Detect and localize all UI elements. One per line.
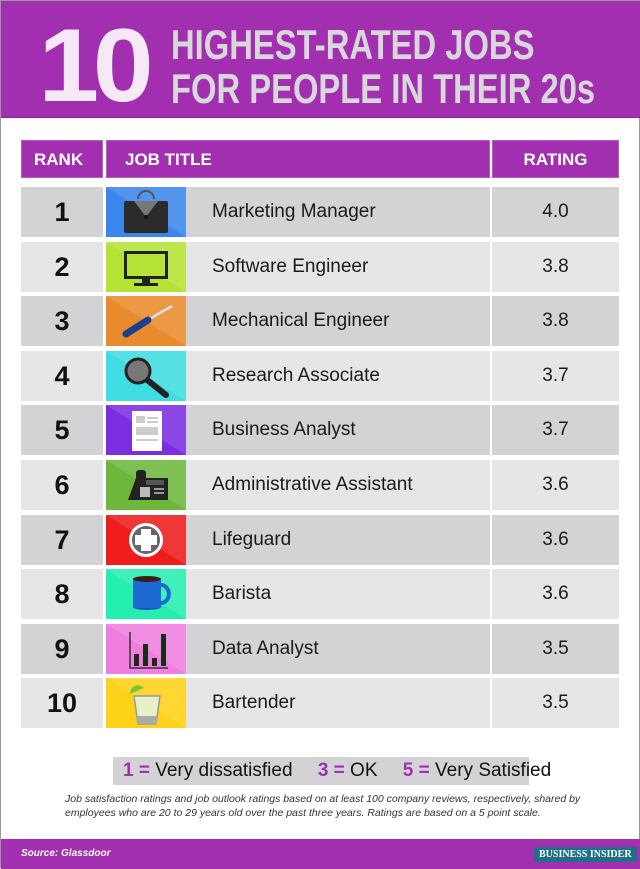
rank-cell: 10 (21, 678, 103, 729)
screwdriver-icon (106, 296, 186, 347)
rank-cell: 5 (21, 405, 103, 456)
rating-cell: 3.6 (492, 569, 619, 620)
rank-cell: 1 (21, 187, 103, 237)
job-icon-cell (106, 350, 186, 401)
footnote: Job satisfaction ratings and job outlook… (65, 793, 581, 819)
legend-label: Very Satisfied (435, 760, 552, 781)
title-banner: 10 HIGHEST-RATED JOBS FOR PEOPLE IN THEI… (1, 1, 640, 124)
rating-cell: 4.0 (492, 187, 619, 237)
column-header-rating: RATING (492, 140, 619, 178)
job-icon-cell (106, 678, 186, 729)
rating-cell: 3.6 (492, 460, 619, 510)
legend-number: 5 = (402, 760, 430, 781)
rank-cell: 4 (21, 350, 103, 401)
job-icon-cell (106, 241, 186, 292)
job-icon-cell (106, 187, 186, 237)
job-icon-cell (106, 460, 186, 510)
rank-cell: 2 (21, 241, 103, 292)
rating-cell: 3.5 (492, 678, 619, 729)
legend-item: 3 = OK (318, 760, 378, 781)
job-title-cell: Bartender (186, 678, 490, 729)
job-icon-cell (106, 296, 186, 347)
job-title-cell: Barista (186, 569, 490, 620)
job-title-cell: Data Analyst (186, 623, 490, 674)
legend-label: OK (350, 760, 378, 781)
rating-cell: 3.7 (492, 405, 619, 456)
job-title-cell: Software Engineer (186, 241, 490, 292)
job-title-cell: Marketing Manager (186, 187, 490, 237)
monitor-icon (106, 241, 186, 292)
table-row: 4 Research Associate 3.7 (21, 350, 619, 401)
job-title-cell: Research Associate (186, 350, 490, 401)
job-title-cell: Business Analyst (186, 405, 490, 456)
document-icon (106, 405, 186, 456)
column-header-job-title: JOB TITLE (106, 140, 490, 178)
job-icon-cell (106, 514, 186, 565)
title-line-1: HIGHEST-RATED JOBS (171, 21, 535, 68)
legend-number: 3 = (317, 760, 345, 781)
legend-item: 1 = Very dissatisfied (123, 760, 293, 781)
table-row: 8 Barista 3.6 (21, 569, 619, 620)
job-title-cell: Mechanical Engineer (186, 296, 490, 347)
table-row: 1 Marketing Manager 4.0 (21, 187, 619, 237)
job-title-cell: Administrative Assistant (186, 460, 490, 510)
rank-cell: 8 (21, 569, 103, 620)
column-header-rank: RANK (21, 140, 103, 178)
job-icon-cell (106, 405, 186, 456)
cocktail-glass-icon (106, 678, 186, 729)
table-row: 10 Bartender 3.5 (21, 678, 619, 729)
rating-cell: 3.7 (492, 350, 619, 401)
legend-label: Very dissatisfied (155, 760, 293, 781)
source-label: Source: Glassdoor (21, 848, 111, 859)
rating-cell: 3.8 (492, 296, 619, 347)
briefcase-icon (106, 187, 186, 237)
title-number: 10 (38, 8, 153, 124)
table-row: 7 Lifeguard 3.6 (21, 514, 619, 565)
table-row: 6 Administrative Assistant 3.6 (21, 460, 619, 510)
rank-cell: 3 (21, 296, 103, 347)
bar-chart-icon (106, 623, 186, 674)
rating-cell: 3.6 (492, 514, 619, 565)
rating-cell: 3.8 (492, 241, 619, 292)
telephone-icon (106, 460, 186, 510)
table-row: 3 Mechanical Engineer 3.8 (21, 296, 619, 347)
mug-icon (106, 569, 186, 620)
legend-number: 1 = (123, 760, 150, 781)
brand-logo: BUSINESS INSIDER (534, 847, 637, 862)
footer-bar: Source: Glassdoor BUSINESS INSIDER (1, 839, 640, 869)
table-row: 5 Business Analyst 3.7 (21, 405, 619, 456)
magnifier-icon (106, 350, 186, 401)
title-line-2: FOR PEOPLE IN THEIR 20s (171, 65, 596, 112)
table-row: 2 Software Engineer 3.8 (21, 241, 619, 292)
rank-cell: 6 (21, 460, 103, 510)
rating-legend: 1 = Very dissatisfied 3 = OK 5 = Very Sa… (113, 757, 551, 785)
job-icon-cell (106, 623, 186, 674)
rating-cell: 3.5 (492, 623, 619, 674)
rank-cell: 9 (21, 623, 103, 674)
job-title-cell: Lifeguard (186, 514, 490, 565)
legend-item: 5 = Very Satisfied (403, 760, 551, 781)
job-icon-cell (106, 569, 186, 620)
rank-cell: 7 (21, 514, 103, 565)
table-row: 9 Data Analyst 3.5 (21, 623, 619, 674)
first-aid-icon (106, 514, 186, 565)
